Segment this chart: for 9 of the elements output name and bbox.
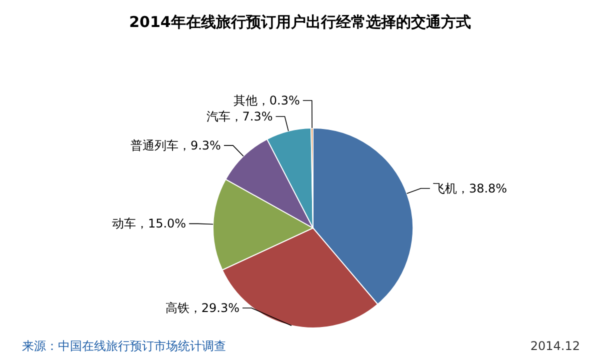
slice-label: 飞机，38.8% [432, 181, 508, 196]
source-note: 来源：中国在线旅行预订市场统计调查 [22, 339, 226, 353]
text: 2014.12 [530, 339, 580, 353]
slice-label: 其他，0.3% [233, 94, 300, 108]
slice-label: 普通列车，9.3% [130, 138, 221, 152]
slice-label: 高铁，29.3% [165, 301, 240, 315]
slice-label: 汽车，7.3% [206, 110, 273, 124]
chart-title: 2014年在线旅行预订用户出行经常选择的交通方式 [129, 13, 471, 31]
slice-label: 动车，15.0% [112, 216, 186, 231]
